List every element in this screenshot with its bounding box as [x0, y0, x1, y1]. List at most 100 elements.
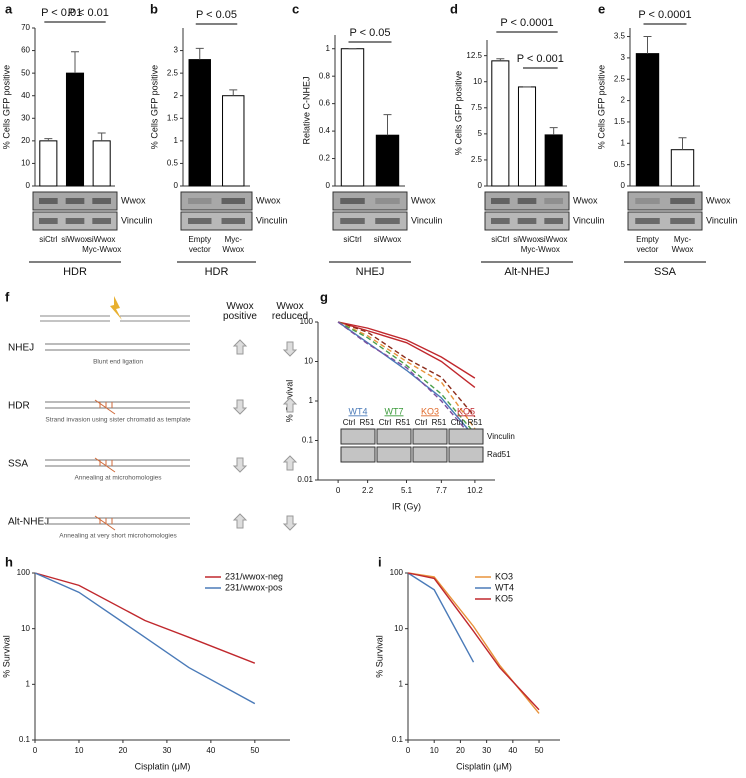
- pathway-caption: Strand invasion using sister chromatid a…: [45, 417, 191, 424]
- bar: [517, 86, 537, 187]
- y-tick-label: 0: [478, 181, 483, 190]
- x-tick-label: 10: [430, 746, 439, 755]
- x-tick-label: 2.2: [362, 486, 374, 495]
- western-blot: [332, 191, 408, 211]
- bar: [491, 60, 510, 187]
- x-tick-label: 20: [118, 746, 127, 755]
- y-tick-label: 3: [174, 46, 179, 55]
- western-blot: [627, 211, 703, 231]
- bar: [92, 140, 111, 187]
- y-axis-label: % Cells GFP positive: [1, 65, 11, 149]
- y-tick-label: 10: [304, 357, 313, 366]
- bar: [188, 59, 211, 187]
- blot-band: [92, 198, 111, 204]
- blot-band: [517, 198, 537, 204]
- blot-band: [65, 198, 85, 204]
- y-tick-label: 0.1: [392, 735, 404, 744]
- trend-arrow: [282, 515, 298, 531]
- y-tick-label: 1.5: [167, 113, 179, 122]
- p-value: P < 0.05: [196, 9, 237, 21]
- blot-lane-label: Ctrl: [343, 418, 356, 427]
- x-tick-label: 10: [75, 746, 84, 755]
- survival-line: [337, 321, 476, 434]
- blot-lane-label: R51: [396, 418, 411, 427]
- blot-band: [188, 218, 212, 224]
- bar: [65, 72, 85, 187]
- dna-strands: [45, 401, 190, 409]
- x-tick-label: 30: [482, 746, 491, 755]
- column-header: Wwox positive: [223, 301, 257, 322]
- bar: [222, 95, 245, 187]
- blot-band: [635, 218, 660, 224]
- y-tick-label: 50: [21, 68, 30, 77]
- x-tick-label: 0: [33, 746, 38, 755]
- survival-line: [407, 572, 540, 711]
- p-value: P < 0.0001: [638, 9, 691, 21]
- trend-arrow: [232, 339, 248, 355]
- group-label: Alt-NHEJ: [504, 266, 549, 278]
- lane-label: siWwox Myc-Wwox: [82, 235, 121, 254]
- lane-label: siCtrl: [343, 235, 361, 244]
- bar: [635, 53, 660, 187]
- lane-label: siWwox: [374, 235, 402, 244]
- y-tick-label: 3.5: [614, 32, 626, 41]
- x-tick-label: 5.1: [401, 486, 413, 495]
- blot-row-label: Vinculin: [411, 215, 442, 225]
- y-axis-label: Relative C-NHEJ: [301, 76, 311, 144]
- trend-arrow: [282, 397, 298, 413]
- p-value: P < 0.01: [68, 7, 109, 19]
- blot-row-label: Wwox: [573, 195, 598, 205]
- blot-band: [221, 218, 245, 224]
- y-axis-label: % Survival: [1, 635, 11, 678]
- bar: [340, 48, 365, 187]
- y-tick-label: 1: [621, 138, 626, 147]
- blot-row-label: Rad51: [487, 450, 511, 459]
- error-bar: [496, 58, 505, 61]
- y-tick-label: 0.1: [19, 735, 31, 744]
- y-tick-label: 1.5: [614, 117, 626, 126]
- y-tick-label: 2.5: [614, 74, 626, 83]
- blot-band: [188, 198, 212, 204]
- x-tick-label: 7.7: [436, 486, 448, 495]
- y-tick-label: 60: [21, 46, 30, 55]
- y-tick-label: 2.5: [471, 155, 483, 164]
- x-tick-label: 50: [250, 746, 259, 755]
- y-tick-label: 100: [17, 568, 31, 577]
- blot-group-label: WT4: [349, 406, 368, 416]
- lane-label: Myc-Wwox: [672, 235, 694, 254]
- pathway-name: Alt-NHEJ: [8, 517, 49, 528]
- p-value: P < 0.05: [349, 27, 390, 39]
- panel-label: c: [292, 1, 299, 16]
- y-tick-label: 0.8: [319, 71, 331, 80]
- x-tick-label: 50: [535, 746, 544, 755]
- y-tick-label: 0.4: [319, 126, 331, 135]
- blot-group-label: KO5: [457, 406, 475, 416]
- x-tick-label: 10.2: [467, 486, 483, 495]
- y-axis-label: % Cells GFP positive: [149, 65, 159, 149]
- legend-label: 231/wwox-pos: [225, 582, 283, 592]
- western-blot: [332, 211, 408, 231]
- y-tick-label: 0.5: [167, 159, 179, 168]
- y-tick-label: 40: [21, 91, 30, 100]
- western-blot: [448, 446, 484, 463]
- survival-line: [34, 572, 256, 705]
- lane-label: Empty vector: [188, 235, 211, 254]
- x-axis-label: Cisplatin (μM): [135, 761, 191, 771]
- pathway-name: SSA: [8, 459, 28, 470]
- lane-label: siCtrl: [491, 235, 509, 244]
- blot-band: [544, 218, 563, 224]
- y-axis-label: % Cells GFP positive: [596, 65, 606, 149]
- x-tick-label: 40: [508, 746, 517, 755]
- annealing: [94, 399, 116, 415]
- survival-line: [337, 321, 476, 441]
- p-value: P < 0.01: [41, 7, 82, 19]
- y-tick-label: 5: [478, 129, 483, 138]
- blot-band: [65, 218, 85, 224]
- y-tick-label: 1: [26, 679, 31, 688]
- dna-strands: [45, 343, 190, 351]
- y-tick-label: 0: [621, 181, 626, 190]
- panel-label: d: [450, 1, 458, 16]
- y-tick-label: 10: [21, 159, 30, 168]
- y-axis-label: % Cells GFP positive: [453, 71, 463, 155]
- y-tick-label: 10: [394, 624, 403, 633]
